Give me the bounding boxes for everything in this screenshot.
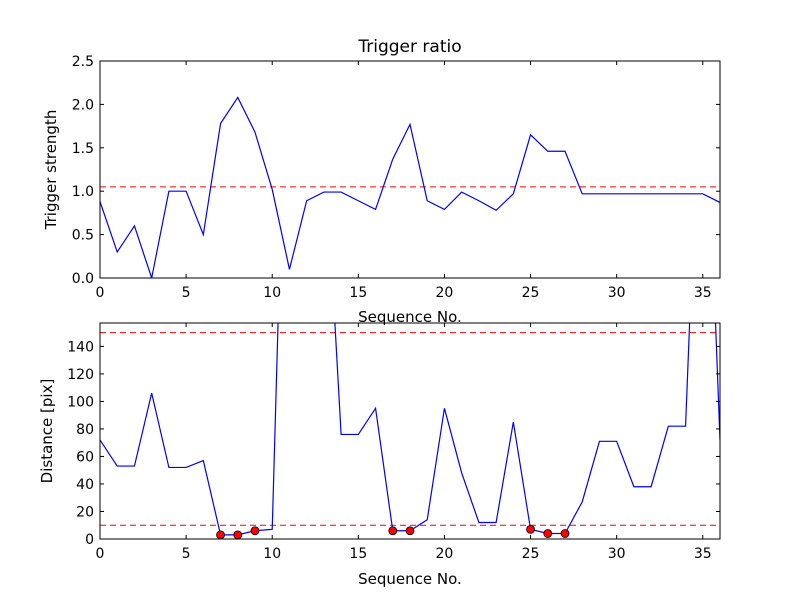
data-point-marker — [388, 526, 398, 536]
y-tick-label: 80 — [76, 422, 94, 438]
y-tick-label: 20 — [76, 504, 94, 520]
x-tick-label: 35 — [694, 546, 712, 562]
plot-frame — [99, 60, 721, 279]
y-tick-label: 0.0 — [72, 271, 94, 287]
data-point-marker — [233, 530, 243, 540]
x-tick-label: 15 — [349, 546, 367, 562]
series-line — [100, 96, 720, 278]
data-point-marker — [543, 529, 553, 538]
y-tick-label: 2.0 — [72, 97, 94, 113]
x-tick-label: 15 — [349, 285, 367, 301]
y-axis-label: Distance [pix] — [38, 379, 56, 484]
data-point-marker — [405, 526, 415, 536]
x-tick-label: 10 — [263, 285, 281, 301]
y-axis-label: Trigger strength — [42, 110, 60, 231]
data-point-marker — [216, 530, 225, 540]
y-tick-label: 2.5 — [72, 54, 94, 70]
data-point-marker — [560, 529, 570, 538]
y-tick-label: 40 — [76, 477, 94, 493]
x-tick-label: 20 — [436, 546, 454, 562]
x-axis-label: Sequence No. — [358, 308, 462, 326]
series-line — [100, 323, 720, 536]
y-tick-label: 140 — [67, 339, 94, 355]
x-tick-label: 25 — [522, 546, 540, 562]
trigger-ratio-plot: Trigger ratio Sequence No. Trigger stren… — [42, 37, 721, 326]
series-lines — [100, 96, 720, 278]
x-tick-label: 5 — [182, 285, 191, 301]
distance-plot: Sequence No. Distance [pix] 0 5 10 15 20 25 30… — [38, 322, 721, 588]
chart-title: Trigger ratio — [357, 37, 461, 57]
x-axis-label: Sequence No. — [358, 570, 462, 588]
axis-ticks: 0 5 10 15 20 25 30 35 0.0 0.5 1.0 1.5 2.0 2.5 — [72, 54, 720, 301]
y-tick-label: 120 — [67, 367, 94, 383]
x-tick-label: 0 — [96, 546, 105, 562]
x-tick-label: 25 — [522, 285, 540, 301]
plot-frame — [99, 322, 721, 540]
data-point-marker — [526, 524, 535, 534]
x-tick-label: 5 — [182, 546, 191, 562]
y-tick-label: 60 — [76, 449, 94, 465]
x-tick-label: 30 — [608, 285, 626, 301]
x-tick-label: 30 — [608, 546, 626, 562]
threshold-lines — [100, 332, 720, 526]
axis-ticks: 0 5 10 15 20 25 30 35 0 20 40 60 80 100 120 140 — [67, 323, 720, 562]
y-tick-label: 1.0 — [72, 184, 94, 200]
x-tick-label: 35 — [694, 285, 712, 301]
y-tick-label: 0 — [85, 532, 94, 548]
series-lines — [100, 323, 720, 536]
marker-points — [216, 524, 570, 540]
data-point-marker — [250, 526, 260, 536]
x-tick-label: 10 — [263, 546, 281, 562]
x-tick-label: 20 — [436, 285, 454, 301]
y-tick-label: 1.5 — [72, 141, 94, 157]
y-tick-label: 100 — [67, 394, 94, 410]
y-tick-label: 0.5 — [72, 228, 94, 244]
x-tick-label: 0 — [96, 285, 105, 301]
